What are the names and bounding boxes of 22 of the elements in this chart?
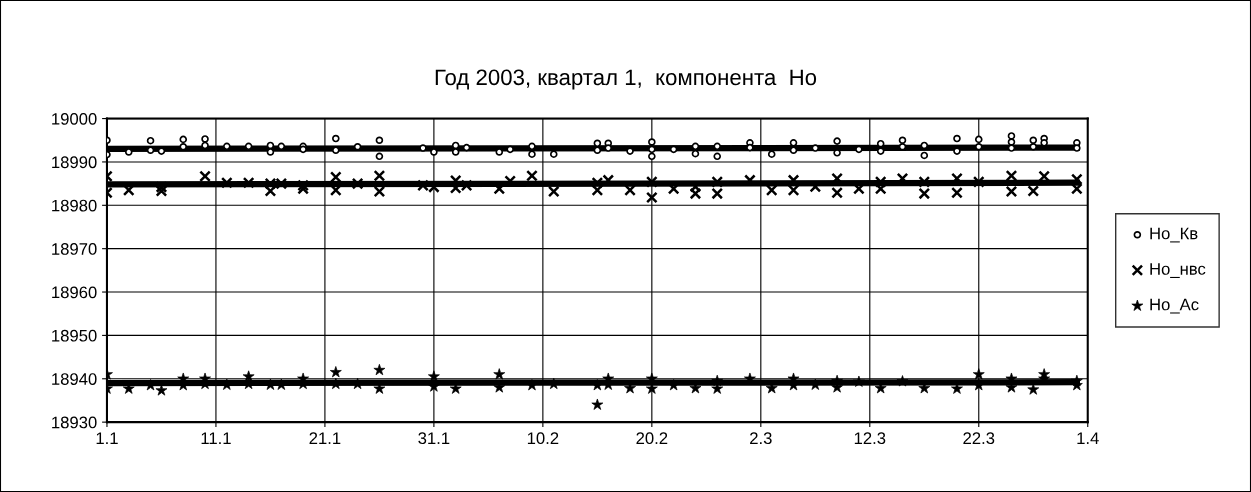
x-tick-label: 1.1 xyxy=(96,432,118,444)
x-tick-label: 21.1 xyxy=(309,432,341,444)
x-tick-label: 12.3 xyxy=(854,432,886,445)
x-tick-label: 2.3 xyxy=(750,432,772,445)
chart-title: Год 2003, квартал 1, компонента Но xyxy=(435,69,817,90)
y-tick-label: 18950 xyxy=(52,329,97,342)
y-tick-label: 18970 xyxy=(52,243,97,255)
legend-label: Но_Ас xyxy=(1150,298,1199,314)
x-tick-label: 1.4 xyxy=(1077,432,1099,444)
y-tick-label: 18960 xyxy=(52,286,97,299)
y-tick-label: 18930 xyxy=(52,416,97,429)
x-tick-label: 20.2 xyxy=(636,432,668,445)
x-tick-label: 11.1 xyxy=(201,432,231,444)
x-tick-label: 22.3 xyxy=(963,432,995,445)
y-tick-label: 18990 xyxy=(52,156,97,169)
legend-label: Но_нвс xyxy=(1150,263,1206,278)
x-tick-label: 10.2 xyxy=(527,432,559,445)
y-tick-label: 18940 xyxy=(52,373,97,385)
y-tick-label: 19000 xyxy=(52,112,97,125)
legend-label: Но_Кв xyxy=(1150,227,1198,243)
y-tick-label: 18980 xyxy=(52,199,97,212)
x-tick-label: 31.1 xyxy=(418,432,450,445)
